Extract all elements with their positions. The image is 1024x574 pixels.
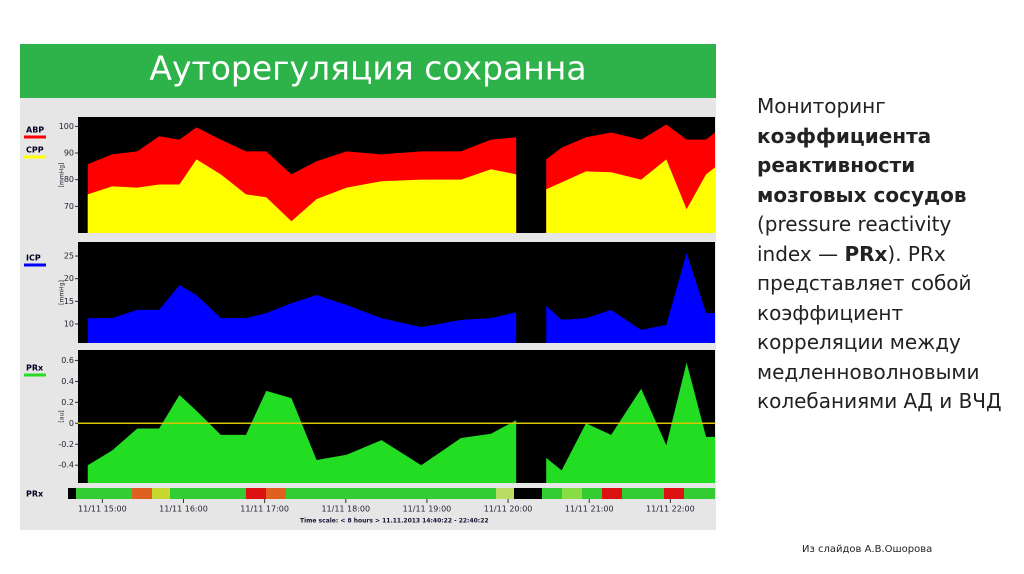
time-scale: Time scale: < 8 hours > 11.11.2013 14:40… <box>300 518 489 525</box>
y-tick-label: 70 <box>64 202 74 211</box>
legend-label: CPP <box>26 146 44 155</box>
y-tick-label: -0.2 <box>58 440 74 449</box>
credit: Из слайдов А.В.Ошорова <box>802 544 933 555</box>
y-tick-label: 90 <box>64 149 74 158</box>
status-bar <box>68 488 715 499</box>
status-segment <box>514 488 542 499</box>
x-tick-label: 11/11 22:00 <box>646 505 695 514</box>
y-tick-label: 25 <box>64 252 74 261</box>
area-series <box>87 362 716 483</box>
y-axis-label: [au] <box>59 410 66 422</box>
x-tick-label: 11/11 19:00 <box>403 505 452 514</box>
status-segment <box>664 488 684 499</box>
area-series <box>87 159 716 233</box>
y-tick-label: 20 <box>64 274 74 283</box>
x-tick-label: 11/11 18:00 <box>321 505 370 514</box>
x-tick-label: 11/11 16:00 <box>159 505 208 514</box>
legend-label: PRx <box>26 364 44 373</box>
status-segment <box>132 488 152 499</box>
description-run: PRx <box>844 241 888 266</box>
y-tick-label: 0.2 <box>61 398 74 407</box>
area-series <box>87 252 716 343</box>
description-run: (pressure reactivity index — <box>757 212 952 266</box>
y-axis-label: [mmHg] <box>59 280 66 305</box>
legend-label: ABP <box>26 126 44 135</box>
status-segment <box>68 488 76 499</box>
y-tick-label: -0.4 <box>58 461 74 470</box>
y-tick-label: 15 <box>64 297 74 306</box>
legend-label: ICP <box>26 254 41 263</box>
y-tick-label: 10 <box>64 319 74 328</box>
status-segment <box>562 488 582 499</box>
status-segment <box>246 488 266 499</box>
x-tick-label: 11/11 20:00 <box>484 505 533 514</box>
status-label: PRx <box>26 490 44 499</box>
y-tick-label: 0.4 <box>61 377 74 386</box>
description: Мониторинг коэффициента реактивности моз… <box>757 92 1012 417</box>
title-bar <box>20 44 716 98</box>
y-tick-label: 80 <box>64 175 74 184</box>
y-tick-label: 0.6 <box>61 356 74 365</box>
description-run: Мониторинг <box>757 94 886 118</box>
status-segment <box>496 488 514 499</box>
x-tick-label: 11/11 17:00 <box>240 505 289 514</box>
y-tick-label: 0 <box>69 419 74 428</box>
x-tick-label: 11/11 15:00 <box>78 505 127 514</box>
status-segment <box>152 488 170 499</box>
slide-title: Ауторегуляция сохранна <box>149 49 586 88</box>
status-segment <box>602 488 622 499</box>
status-segment <box>266 488 286 499</box>
description-run: коэффициента реактивности мозговых сосуд… <box>757 123 967 207</box>
y-axis-label: [mmHg] <box>59 163 66 188</box>
y-tick-label: 100 <box>59 122 74 131</box>
x-tick-label: 11/11 21:00 <box>565 505 614 514</box>
description-run: ). PRx представляет собой коэффициент ко… <box>757 241 1002 414</box>
